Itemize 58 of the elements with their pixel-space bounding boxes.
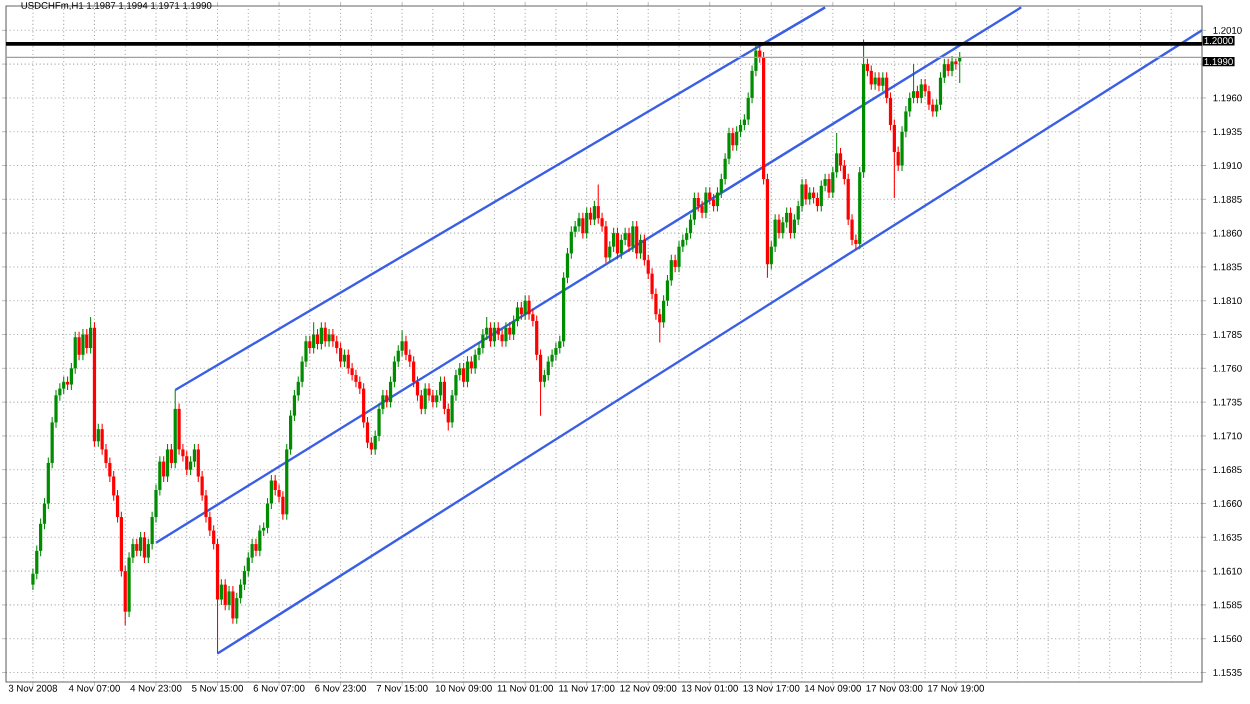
candlestick <box>185 450 189 476</box>
candlestick <box>500 328 504 348</box>
candlestick <box>731 127 735 152</box>
candlestick <box>319 321 323 350</box>
candlestick <box>177 402 181 456</box>
candlestick <box>577 212 581 233</box>
candlestick <box>677 240 681 273</box>
candlestick <box>950 55 954 77</box>
candlestick <box>281 490 285 521</box>
candlestick <box>819 179 823 213</box>
candlestick <box>427 382 431 402</box>
candlestick <box>404 335 408 361</box>
candlestick <box>704 186 708 219</box>
candlestick <box>227 585 231 611</box>
candlestick <box>142 531 147 564</box>
candlestick <box>604 220 608 264</box>
candlestick <box>815 192 820 213</box>
candlestick <box>89 316 93 354</box>
candlestick <box>219 578 223 606</box>
candlestick <box>331 328 335 348</box>
candlestick <box>77 331 81 361</box>
candlestick <box>96 423 100 448</box>
candlestick <box>169 443 173 469</box>
candlestick <box>927 85 931 111</box>
candlestick <box>554 342 558 361</box>
candlestick <box>504 321 508 348</box>
candlestick <box>327 328 331 348</box>
candlestick <box>423 382 427 415</box>
candlestick <box>231 585 235 625</box>
candlestick <box>700 200 704 219</box>
candlestick <box>788 206 793 240</box>
candlestick <box>165 443 170 483</box>
candlestick <box>615 227 620 260</box>
candlestick <box>462 362 466 388</box>
candlestick <box>696 192 700 213</box>
candlestick <box>585 206 589 240</box>
candlestick <box>954 58 958 71</box>
candlestick <box>673 254 677 273</box>
candlestick <box>627 227 631 253</box>
candlestick <box>827 173 831 199</box>
candlestick <box>139 531 143 557</box>
candlestick <box>635 220 639 260</box>
candlestick <box>919 78 923 104</box>
candlestick <box>258 524 262 557</box>
candlestick <box>804 178 808 206</box>
candlestick <box>777 213 781 240</box>
candlestick <box>631 220 635 253</box>
candlestick <box>877 71 881 92</box>
candlestick <box>254 538 258 557</box>
candlestick <box>596 183 600 225</box>
candlestick <box>581 212 585 240</box>
candlestick <box>81 328 85 361</box>
candlestick <box>223 578 227 611</box>
candlestick <box>354 369 358 388</box>
candlestick <box>527 294 531 321</box>
candlestick <box>192 443 197 468</box>
candlestick <box>431 389 435 409</box>
candlestick <box>881 71 885 92</box>
